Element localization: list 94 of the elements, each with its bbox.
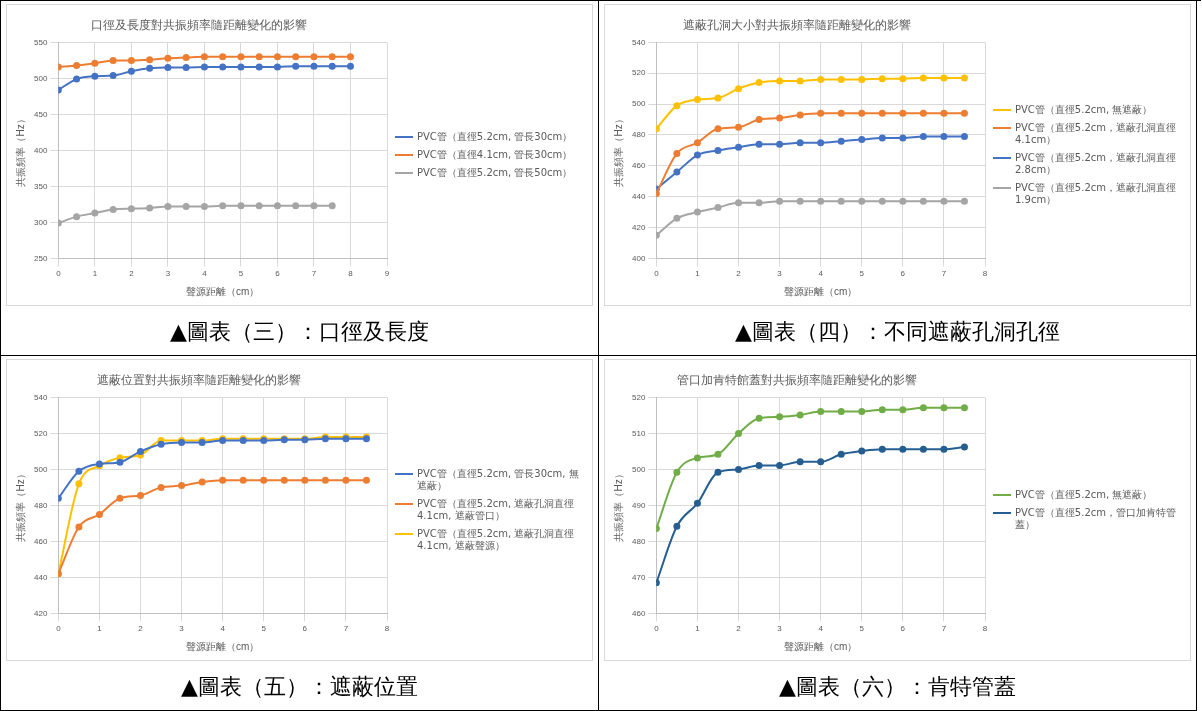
y-tick-label: 460 <box>33 536 48 546</box>
y-tick-label: 500 <box>33 73 48 83</box>
y-tick-label: 480 <box>631 130 646 140</box>
x-tick-label: 8 <box>384 624 390 634</box>
chart-title: 管口加肯特館蓋對共振頻率隨距離變化的影響 <box>677 372 917 387</box>
y-tick-label: 500 <box>631 99 646 109</box>
y-tick-label: 350 <box>33 181 48 191</box>
x-tick-label: 8 <box>982 269 988 279</box>
y-tick-label: 540 <box>33 392 48 402</box>
x-tick-label: 5 <box>261 624 267 634</box>
text: ▲圖表（五）：遮蔽位置 <box>181 673 418 701</box>
legend-label: PVC管（直徑5.2cm, 遮蔽孔洞直徑4.1cm, 遮蔽管口） <box>417 498 576 522</box>
text: ▲圖表（三）：口徑及長度 <box>170 318 429 346</box>
x-tick-label: 7 <box>311 269 317 279</box>
y-tick-label: 470 <box>631 572 646 582</box>
x-axis-title: 聲源距離（cm） <box>784 285 858 297</box>
x-tick-label: 3 <box>179 624 185 634</box>
x-tick-label: 3 <box>777 624 783 634</box>
y-tick-label: 490 <box>631 500 646 510</box>
y-tick-label: 460 <box>631 161 646 171</box>
legend-label: PVC管（直徑5.2cm，遮蔽孔洞直徑2.8cm） <box>1015 152 1177 176</box>
x-tick-label: 6 <box>900 624 906 634</box>
x-tick-label: 0 <box>654 269 660 279</box>
y-tick-label: 520 <box>631 392 646 402</box>
x-tick-label: 7 <box>941 269 947 279</box>
x-axis-title: 聲源距離（cm） <box>784 640 858 652</box>
y-tick-label: 400 <box>631 253 646 263</box>
x-tick-label: 3 <box>165 269 171 279</box>
x-tick-label: 0 <box>56 624 62 634</box>
x-tick-label: 5 <box>238 269 244 279</box>
y-tick-label: 510 <box>631 428 646 438</box>
x-tick-label: 4 <box>818 624 824 634</box>
x-tick-label: 6 <box>900 269 906 279</box>
y-tick-label: 460 <box>631 608 646 618</box>
y-tick-label: 400 <box>33 145 48 155</box>
y-tick-label: 300 <box>33 217 48 227</box>
x-tick-label: 8 <box>982 624 988 634</box>
text: ▲圖表（六）：肯特管蓋 <box>779 673 1016 701</box>
x-tick-label: 2 <box>129 269 135 279</box>
legend-label: PVC管（直徑4.1cm, 管長30cm） <box>417 149 573 161</box>
y-tick-label: 500 <box>631 464 646 474</box>
x-tick-label: 1 <box>695 269 701 279</box>
legend-label: PVC管（直徑5.2cm, 管長30cm, 無遮蔽） <box>417 468 580 492</box>
y-axis-title: 共振頻率（Hz） <box>612 114 624 187</box>
y-tick-label: 420 <box>631 222 646 232</box>
y-tick-label: 440 <box>631 191 646 201</box>
x-tick-label: 7 <box>941 624 947 634</box>
x-axis-title: 聲源距離（cm） <box>186 640 260 652</box>
chart-title: 遮蔽孔洞大小對共振頻率隨距離變化的影響 <box>683 17 911 32</box>
legend-label: PVC管（直徑5.2cm，遮蔽孔洞直徑4.1cm） <box>1015 122 1177 146</box>
x-tick-label: 4 <box>202 269 208 279</box>
legend-label: PVC管（直徑5.2cm，遮蔽孔洞直徑1.9cm） <box>1015 182 1177 206</box>
x-tick-label: 5 <box>859 269 865 279</box>
x-tick-label: 2 <box>736 624 742 634</box>
y-tick-label: 480 <box>33 500 48 510</box>
x-tick-label: 9 <box>384 269 390 279</box>
y-tick-label: 440 <box>33 572 48 582</box>
y-axis-title: 共振頻率（Hz） <box>612 469 624 542</box>
x-tick-label: 1 <box>695 624 701 634</box>
legend-label: PVC管（直徑5.2cm, 管長50cm） <box>417 167 573 179</box>
y-tick-label: 550 <box>33 37 48 47</box>
y-tick-label: 450 <box>33 109 48 119</box>
y-axis-title: 共振頻率（Hz） <box>14 114 26 187</box>
x-tick-label: 2 <box>736 269 742 279</box>
y-tick-label: 480 <box>631 536 646 546</box>
x-tick-label: 0 <box>56 269 62 279</box>
y-tick-label: 520 <box>33 428 48 438</box>
legend-label: PVC管（直徑5.2cm，管口加肯特管蓋） <box>1015 507 1177 531</box>
x-tick-label: 6 <box>275 269 281 279</box>
y-tick-label: 520 <box>631 68 646 78</box>
x-tick-label: 0 <box>654 624 660 634</box>
x-tick-label: 4 <box>818 269 824 279</box>
text: ▲圖表（四）：不同遮蔽孔洞孔徑 <box>735 318 1060 346</box>
y-tick-label: 250 <box>33 253 48 263</box>
legend-label: PVC管（直徑5.2cm, 無遮蔽） <box>1015 489 1153 501</box>
y-tick-label: 420 <box>33 608 48 618</box>
y-tick-label: 500 <box>33 464 48 474</box>
legend-label: PVC管（直徑5.2cm, 遮蔽孔洞直徑4.1cm, 遮蔽聲源） <box>417 528 576 552</box>
x-tick-label: 1 <box>97 624 103 634</box>
legend-label: PVC管（直徑5.2cm, 無遮蔽） <box>1015 104 1153 116</box>
chart-title: 遮蔽位置對共振頻率隨距離變化的影響 <box>97 372 301 387</box>
x-tick-label: 4 <box>220 624 226 634</box>
legend-label: PVC管（直徑5.2cm, 管長30cm） <box>417 131 573 143</box>
x-tick-label: 5 <box>859 624 865 634</box>
chart-title: 口徑及長度對共振頻率隨距離變化的影響 <box>91 17 307 32</box>
x-tick-label: 1 <box>92 269 98 279</box>
y-axis-title: 共振頻率（Hz） <box>14 469 26 542</box>
x-tick-label: 7 <box>343 624 349 634</box>
x-tick-label: 6 <box>302 624 308 634</box>
x-axis-title: 聲源距離（cm） <box>186 285 260 297</box>
y-tick-label: 540 <box>631 37 646 47</box>
x-tick-label: 3 <box>777 269 783 279</box>
x-tick-label: 2 <box>138 624 144 634</box>
x-tick-label: 8 <box>348 269 354 279</box>
